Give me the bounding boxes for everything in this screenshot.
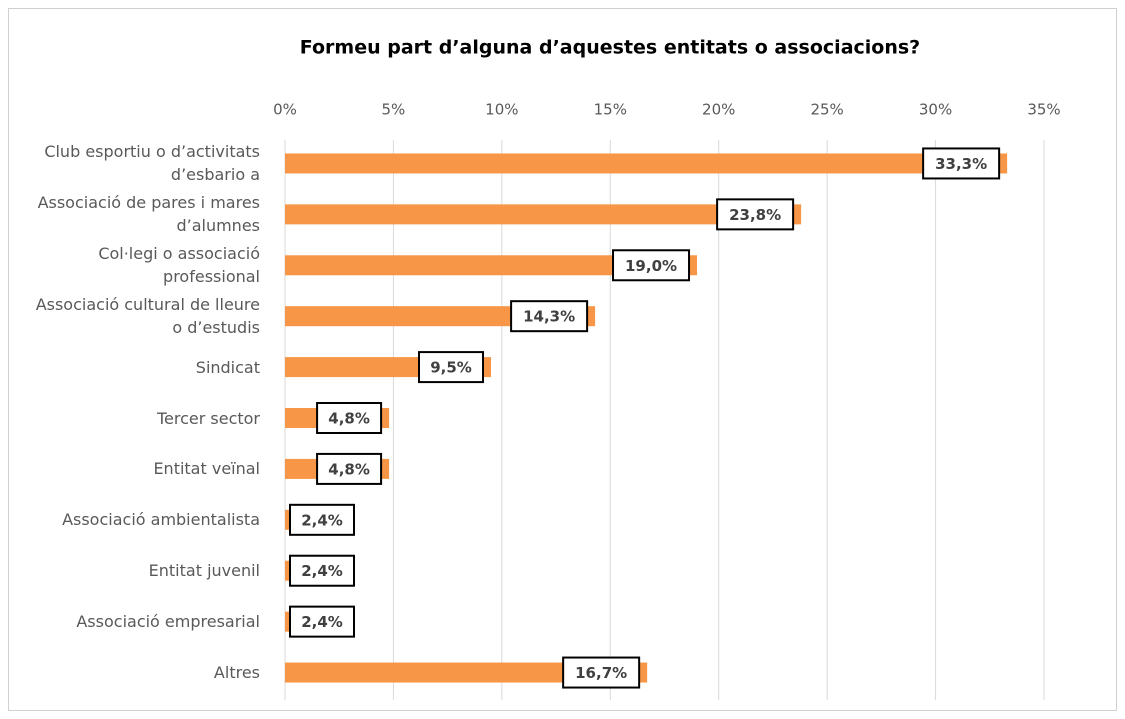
y-tick-label: Entitat juvenil [148, 561, 260, 581]
data-label-box [922, 147, 1001, 180]
chart-title: Formeu part d’alguna d’aquestes entitats… [300, 37, 920, 59]
data-label: 16,7% [575, 664, 627, 682]
bar [285, 255, 698, 276]
data-label: 23,8% [729, 206, 781, 224]
data-label: 14,3% [523, 308, 575, 326]
x-tick-label: 25% [810, 101, 843, 119]
data-label-box [289, 605, 355, 638]
x-tick-label: 5% [382, 101, 406, 119]
x-tick-label: 35% [1027, 101, 1060, 119]
data-label: 2,4% [301, 562, 343, 580]
data-label-box [562, 656, 641, 689]
y-tick-label: Club esportiu o d’activitats d’esbario a [44, 142, 260, 185]
x-tick-label: 30% [919, 101, 952, 119]
data-label-box [418, 351, 485, 384]
y-tick-label: Associació cultural de lleure o d’estudi… [35, 295, 260, 338]
y-tick-label: Associació empresarial [76, 612, 260, 632]
y-tick-label: Tercer sector [156, 408, 260, 428]
data-label-box [316, 452, 383, 485]
data-label-box [289, 554, 355, 587]
y-tick-label: Sindicat [195, 357, 260, 377]
chart-border [8, 8, 1117, 711]
x-tick-label: 0% [273, 101, 297, 119]
x-tick-label: 20% [702, 101, 735, 119]
x-tick-label: 15% [594, 101, 627, 119]
y-tick-label: Associació de pares i mares d’alumnes [37, 193, 260, 236]
data-label-box [510, 300, 589, 333]
x-tick-label: 10% [485, 101, 518, 119]
data-label: 2,4% [301, 613, 343, 631]
bar [285, 153, 1008, 174]
data-label: 19,0% [625, 257, 677, 275]
bar [285, 204, 802, 225]
data-label: 9,5% [430, 359, 472, 377]
data-label: 4,8% [328, 460, 370, 478]
data-label-box [716, 198, 795, 231]
data-label: 4,8% [328, 410, 370, 428]
data-label: 2,4% [301, 511, 343, 529]
y-tick-label: Associació ambientalista [62, 510, 260, 530]
data-label-box [289, 503, 355, 536]
data-label-box [612, 249, 691, 282]
bar [285, 662, 648, 683]
data-label-box [316, 402, 383, 434]
y-tick-label: Col·legi o associació professional [98, 244, 260, 287]
data-label: 33,3% [935, 155, 987, 173]
y-tick-label: Entitat veïnal [153, 459, 260, 479]
y-tick-label: Altres [213, 663, 260, 683]
